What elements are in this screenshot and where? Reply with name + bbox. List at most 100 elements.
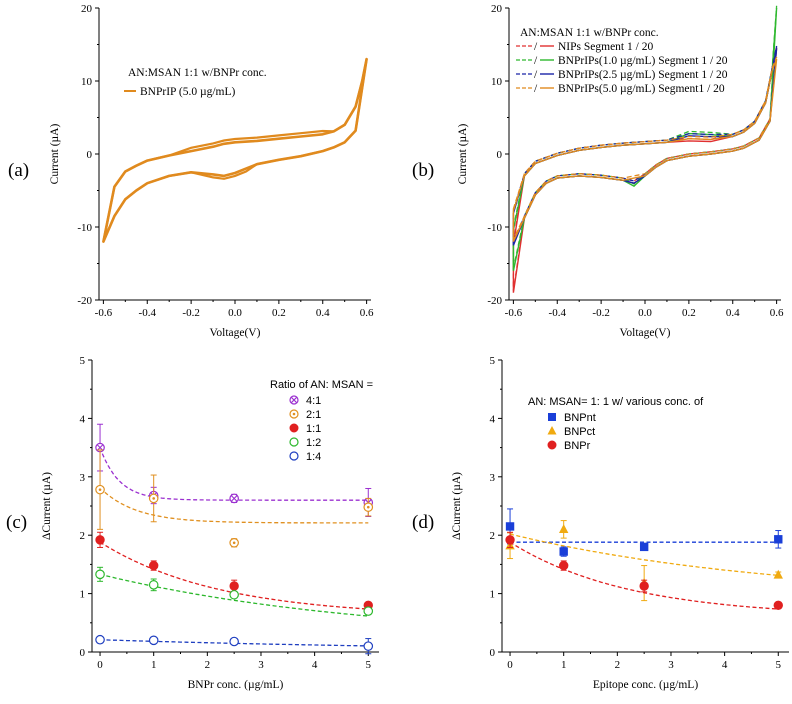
data-point (558, 560, 569, 571)
x-tick-label: 0.2 (272, 307, 286, 319)
fit-curve (509, 541, 779, 610)
chart-panel-b: -0.6 -0.4 -0.2 0.0 0.2 0.4 0.6 -20 -10 0 10 20 Volta… (412, 3, 784, 339)
legend-label: BNPr (564, 440, 591, 452)
y-tick-label: 0 (87, 149, 93, 161)
chart-panel-d: 0 1 2 3 4 5 0 1 2 3 4 5 Epitope conc. (µg/mL) ΔCurren… (412, 355, 789, 691)
legend-slash: / (534, 55, 538, 67)
x-tick-label: 0 (507, 659, 513, 671)
data-point (639, 581, 649, 591)
panel-letter: (b) (412, 160, 434, 181)
data-point (229, 589, 239, 600)
data-point (229, 581, 239, 591)
data-point (148, 560, 159, 571)
x-tick-label: 0.4 (316, 307, 330, 319)
data-point (289, 451, 299, 461)
fit-curve (99, 573, 369, 617)
y-tick-label: -10 (487, 222, 502, 234)
x-tick-label: 4 (312, 659, 318, 671)
y-tick-label: 4 (80, 413, 86, 425)
chart-panel-c: 0 1 2 3 4 5 0 1 2 3 4 5 BNPr conc. (µg/mL) ΔCurrent (… (6, 355, 379, 691)
legend-label: BNPct (564, 426, 595, 438)
x-tick-label: 0.2 (682, 307, 696, 319)
legend-title: AN:MSAN 1:1 w/BNPr conc. (128, 67, 267, 79)
y-tick-label: 5 (490, 355, 496, 367)
y-tick-label: 10 (491, 76, 503, 88)
x-tick-label: 1 (151, 659, 157, 671)
x-axis-label: BNPr conc. (µg/mL) (188, 679, 284, 691)
data-point (95, 634, 105, 645)
x-tick-label: -0.4 (549, 307, 567, 319)
data-point-center (152, 497, 155, 500)
y-tick-label: 1 (490, 589, 496, 601)
y-axis-label: Current (µA) (49, 124, 61, 185)
x-tick-label: 0.0 (228, 307, 242, 319)
data-point (289, 423, 299, 433)
legend-label: BNPrIP (5.0 µg/mL) (140, 86, 235, 98)
x-axis-label: Voltage(V) (620, 327, 671, 339)
fit-curve (99, 639, 369, 647)
data-point (558, 524, 569, 534)
fit-curve (99, 487, 369, 524)
data-point (148, 635, 159, 646)
x-tick-label: 2 (615, 659, 621, 671)
data-point (559, 547, 568, 556)
legend-label: 1:4 (306, 451, 321, 463)
legend-label: NIPs Segment 1 / 20 (558, 41, 653, 53)
legend-slash: / (534, 83, 538, 95)
panel-letter: (d) (412, 512, 434, 533)
legend-title: AN: MSAN= 1: 1 w/ various conc. of (528, 396, 704, 408)
legend-slash: / (534, 69, 538, 81)
x-tick-label: 0.0 (638, 307, 652, 319)
x-tick-label: 3 (258, 659, 264, 671)
legend-title: AN:MSAN 1:1 w/BNPr conc. (520, 27, 659, 39)
y-tick-label: 1 (80, 589, 86, 601)
y-axis-label: ΔCurrent (µA) (41, 472, 53, 540)
data-point (229, 636, 239, 647)
x-tick-label: 0 (97, 659, 103, 671)
x-tick-label: 0.4 (726, 307, 740, 319)
panel-letter: (c) (6, 512, 27, 533)
data-point-cross (290, 396, 298, 404)
y-tick-label: 2 (80, 530, 86, 542)
data-point (774, 535, 783, 544)
data-point (639, 542, 649, 552)
legend-slash: / (534, 41, 538, 53)
data-point (773, 569, 783, 579)
cv-curve-dashed (512, 56, 778, 240)
y-tick-label: -20 (77, 295, 92, 307)
data-point (363, 606, 374, 616)
legend-label: BNPnt (564, 412, 596, 424)
chart-panel-a: -0.6 -0.4 -0.2 0.0 0.2 0.4 0.6 -20 -10 0 10 20 Volta… (8, 3, 374, 339)
y-tick-label: 10 (81, 76, 93, 88)
data-point-cross (230, 495, 238, 502)
x-tick-label: 0.6 (360, 307, 374, 319)
legend-label: 1:1 (306, 423, 321, 435)
data-point (773, 600, 783, 610)
x-tick-label: 2 (205, 659, 211, 671)
legend-label: 4:1 (306, 395, 321, 407)
cv-curve-bnprip-band (102, 58, 368, 242)
legend-label: BNPrIPs(5.0 µg/mL) Segment1 / 20 (558, 83, 725, 95)
panel-letter: (a) (8, 160, 29, 181)
x-tick-label: -0.6 (505, 307, 523, 319)
fit-curve (99, 447, 369, 501)
data-point-center (292, 412, 296, 416)
data-point-center (232, 541, 236, 545)
data-point (363, 641, 374, 651)
x-tick-label: 0.6 (770, 307, 784, 319)
y-tick-label: 0 (490, 647, 496, 659)
fit-curve (509, 533, 779, 577)
data-point (95, 569, 105, 580)
data-point (505, 522, 515, 531)
x-tick-label: 5 (366, 659, 372, 671)
data-point (95, 535, 105, 545)
x-tick-label: 3 (668, 659, 674, 671)
data-point (547, 426, 557, 435)
x-tick-label: 1 (561, 659, 567, 671)
legend-label: 1:2 (306, 437, 321, 449)
legend-title: Ratio of AN: MSAN = (270, 379, 373, 391)
cv-curve-bnprip-band (102, 58, 368, 243)
y-tick-label: 0 (80, 647, 86, 659)
y-tick-label: 3 (490, 472, 496, 484)
